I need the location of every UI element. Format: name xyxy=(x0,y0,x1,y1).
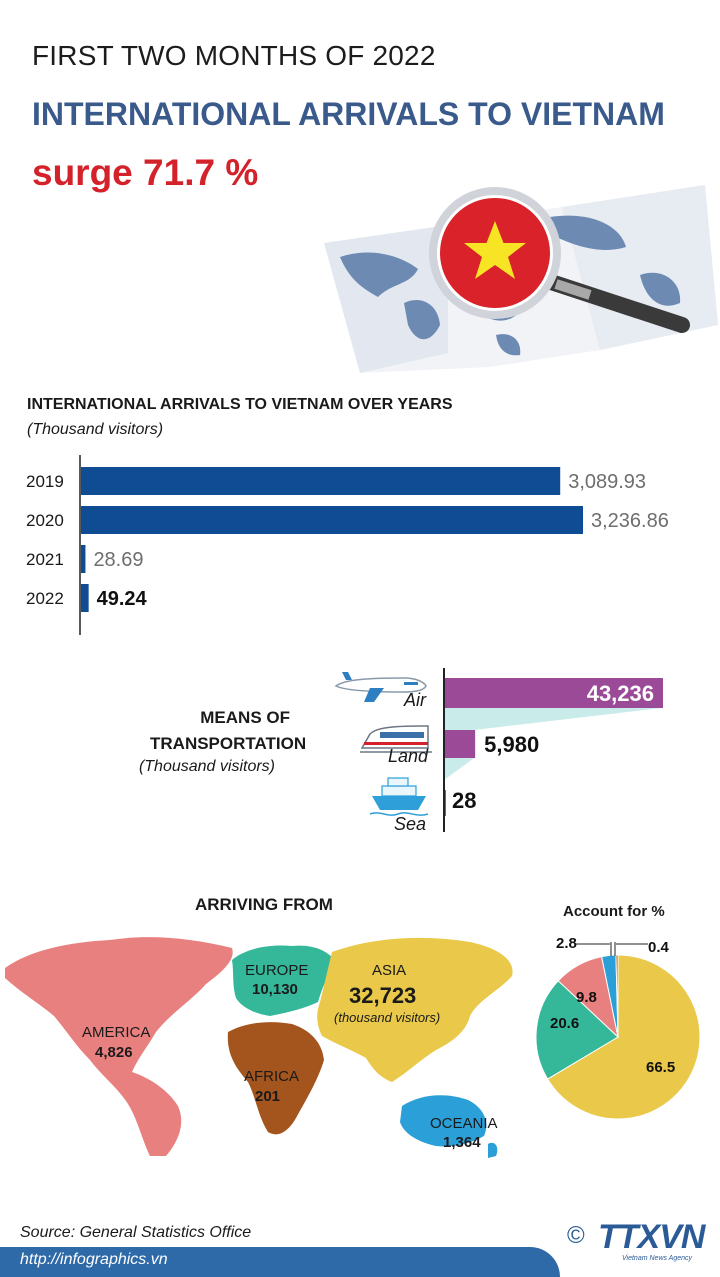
pie-slice xyxy=(546,954,701,1120)
oceania-region xyxy=(400,1095,487,1147)
airplane-icon xyxy=(334,672,427,702)
year-value-label: 3,236.86 xyxy=(591,510,669,532)
pie-value-label: 9.8 xyxy=(576,989,597,1006)
year-value-label: 28.69 xyxy=(93,549,143,571)
years-chart-unit: (Thousand visitors) xyxy=(27,421,164,438)
year-tick-label: 2019 xyxy=(26,472,64,491)
land-shadow xyxy=(444,758,475,780)
pie-slice xyxy=(615,954,619,1038)
means-bar-chart: Air 43,236 Land 5,980 Sea 28 xyxy=(334,668,663,834)
year-value-label: 3,089.93 xyxy=(568,471,646,493)
asia-unit: (thousand visitors) xyxy=(334,1010,441,1025)
oceania-value: 1,364 xyxy=(443,1134,481,1151)
year-tick-label: 2022 xyxy=(26,589,64,608)
america-region xyxy=(5,937,233,1156)
pie-value-label: 66.5 xyxy=(646,1059,675,1076)
asia-region xyxy=(317,937,513,1082)
asia-value: 32,723 xyxy=(349,983,417,1008)
america-label: AMERICA xyxy=(82,1024,151,1041)
year-bar xyxy=(81,545,86,573)
means-chart-unit: (Thousand visitors) xyxy=(138,758,275,775)
means-chart-title: MEANS OF TRANSPORTATION xyxy=(150,708,307,753)
transport-value-label: 28 xyxy=(452,788,476,813)
year-tick-label: 2021 xyxy=(26,550,64,569)
footer-band xyxy=(0,1247,560,1277)
ship-icon xyxy=(369,777,429,816)
arriving-from-title: ARRIVING FROM xyxy=(195,895,333,914)
transport-bar xyxy=(445,790,446,816)
europe-value: 10,130 xyxy=(252,981,298,998)
source-note: Source: General Statistics Office xyxy=(20,1224,252,1241)
years-chart-title: INTERNATIONAL ARRIVALS TO VIETNAM OVER Y… xyxy=(27,396,453,413)
copyright-symbol: © xyxy=(567,1222,585,1249)
vietnam-flag-star-icon xyxy=(464,221,526,279)
transport-value-label: 5,980 xyxy=(484,732,539,757)
footer-url-link[interactable]: http://infographics.vn xyxy=(20,1251,168,1268)
year-bar xyxy=(81,584,89,612)
africa-region xyxy=(227,1022,324,1135)
year-bar xyxy=(81,467,561,495)
pie-value-label: 0.4 xyxy=(648,939,670,956)
magnifying-glass-icon xyxy=(429,187,690,333)
brand-subtitle: Vietnam News Agency xyxy=(622,1255,693,1262)
page-title: INTERNATIONAL ARRIVALS TO VIETNAM xyxy=(32,96,665,132)
europe-region xyxy=(232,945,336,1016)
kicker-title: FIRST TWO MONTHS OF 2022 xyxy=(32,40,436,71)
transport-value-label: 43,236 xyxy=(587,681,654,706)
america-value: 4,826 xyxy=(95,1044,133,1061)
transport-bar xyxy=(445,678,663,708)
pie-value-label: 20.6 xyxy=(550,1015,579,1032)
surge-subtitle: surge 71.7 % xyxy=(32,152,259,193)
brand-logo: TTXVN xyxy=(598,1218,705,1256)
pie-slice xyxy=(535,980,619,1080)
pie-chart-title: Account for % xyxy=(563,903,665,920)
asia-label: ASIA xyxy=(372,962,407,979)
years-bar-chart: 2019 3,089.93 2020 3,236.86 2021 28.69 2022 49.… xyxy=(26,455,669,635)
year-bar xyxy=(81,506,583,534)
map-magnifier-illustration xyxy=(324,185,718,373)
transport-bar xyxy=(445,730,476,758)
train-icon xyxy=(360,725,432,753)
account-pie-chart: 66.5 20.6 9.8 2.8 0.4 xyxy=(535,935,701,1120)
air-shadow xyxy=(444,708,662,730)
transport-category-label: Sea xyxy=(394,814,426,834)
year-value-label: 49.24 xyxy=(97,588,148,610)
africa-value: 201 xyxy=(255,1088,281,1105)
year-tick-label: 2020 xyxy=(26,511,64,530)
pie-value-label: 2.8 xyxy=(556,935,577,952)
new-zealand-region xyxy=(488,1142,498,1158)
oceania-label: OCEANIA xyxy=(430,1115,498,1132)
transport-category-label: Air xyxy=(403,690,427,710)
transport-category-label: Land xyxy=(388,746,429,766)
europe-label: EUROPE xyxy=(245,962,309,979)
world-map xyxy=(5,937,513,1158)
africa-label: AFRICA xyxy=(244,1068,300,1085)
